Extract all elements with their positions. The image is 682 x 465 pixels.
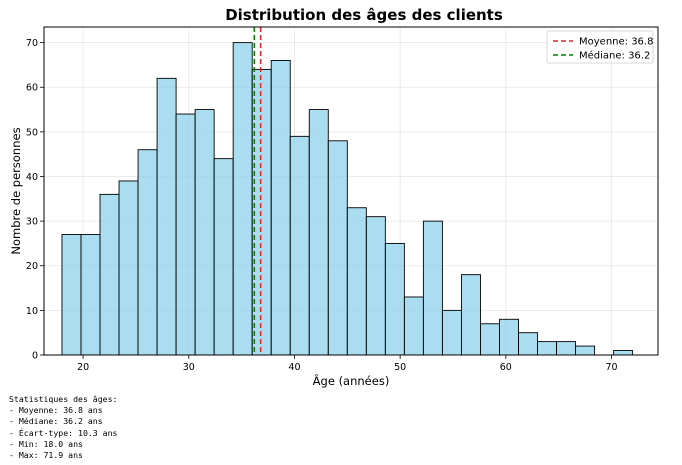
histogram-bar xyxy=(156,77,177,356)
legend-box xyxy=(546,30,654,64)
y-tick-label: 60 xyxy=(26,83,38,94)
y-tick-label: 0 xyxy=(32,351,38,362)
histogram-bars xyxy=(61,42,634,356)
y-tick-label: 10 xyxy=(26,306,38,317)
reference-lines xyxy=(253,27,262,355)
histogram-bar xyxy=(365,216,386,356)
x-tick-label: 40 xyxy=(288,362,300,373)
legend-label: Médiane: 36.2 xyxy=(579,50,650,62)
legend: Moyenne: 36.8 Médiane: 36.2 xyxy=(546,30,654,64)
histogram-bar xyxy=(346,207,367,356)
chart-title: Distribution des âges des clients xyxy=(225,6,503,24)
histogram-bar xyxy=(403,296,424,356)
histogram-bar xyxy=(194,109,215,356)
plot-frame xyxy=(43,26,659,356)
x-axis-label: Âge (années) xyxy=(313,373,390,388)
histogram-bar xyxy=(441,309,462,356)
histogram-bar xyxy=(575,345,596,356)
histogram-bar xyxy=(518,332,538,356)
histogram-bar xyxy=(308,109,329,356)
stats-median: - Médiane: 36.2 ans xyxy=(9,416,103,427)
histogram-bar xyxy=(118,180,139,356)
stats-summary: Statistiques des âges: - Moyenne: 36.8 a… xyxy=(9,394,117,461)
histogram-bar xyxy=(327,140,348,356)
histogram-bar xyxy=(384,242,405,356)
axis-ticks: 20 30 40 50 60 70 0 10 20 30 40 50 60 70 xyxy=(26,38,618,373)
x-tick-label: 50 xyxy=(394,362,406,373)
histogram-bar xyxy=(61,234,82,356)
y-tick-label: 40 xyxy=(26,172,38,183)
y-tick-label: 50 xyxy=(26,127,38,138)
stats-std: - Écart-type: 10.3 ans xyxy=(9,427,118,438)
stats-max: - Max: 71.9 ans xyxy=(9,450,83,461)
legend-label: Moyenne: 36.8 xyxy=(579,37,653,48)
stats-min: - Min: 18.0 ans xyxy=(9,438,83,449)
x-tick-label: 20 xyxy=(77,362,89,373)
histogram-bar xyxy=(556,341,577,356)
x-tick-label: 60 xyxy=(500,362,512,373)
histogram-bar xyxy=(80,234,101,356)
histogram-bar xyxy=(137,149,158,356)
histogram-bar xyxy=(99,193,120,356)
stats-title: Statistiques des âges: xyxy=(9,394,118,404)
histogram-bar xyxy=(175,113,196,356)
y-tick-label: 20 xyxy=(26,261,38,272)
x-tick-label: 70 xyxy=(605,362,617,373)
stats-mean: - Moyenne: 36.8 ans xyxy=(9,405,103,416)
histogram-bar xyxy=(613,350,634,356)
histogram-bar xyxy=(537,341,557,356)
histogram-bar xyxy=(213,158,234,356)
histogram-bar xyxy=(460,274,481,356)
histogram-bar xyxy=(499,318,519,356)
histogram-bar xyxy=(422,220,443,356)
y-tick-label: 70 xyxy=(26,38,38,49)
histogram-bar xyxy=(480,323,500,356)
y-axis-label: Nombre de personnes xyxy=(9,127,23,254)
x-tick-label: 30 xyxy=(183,362,195,373)
histogram-bar xyxy=(270,60,291,356)
y-tick-label: 30 xyxy=(26,217,38,228)
histogram-bar xyxy=(232,42,253,356)
histogram-bar xyxy=(289,135,310,356)
